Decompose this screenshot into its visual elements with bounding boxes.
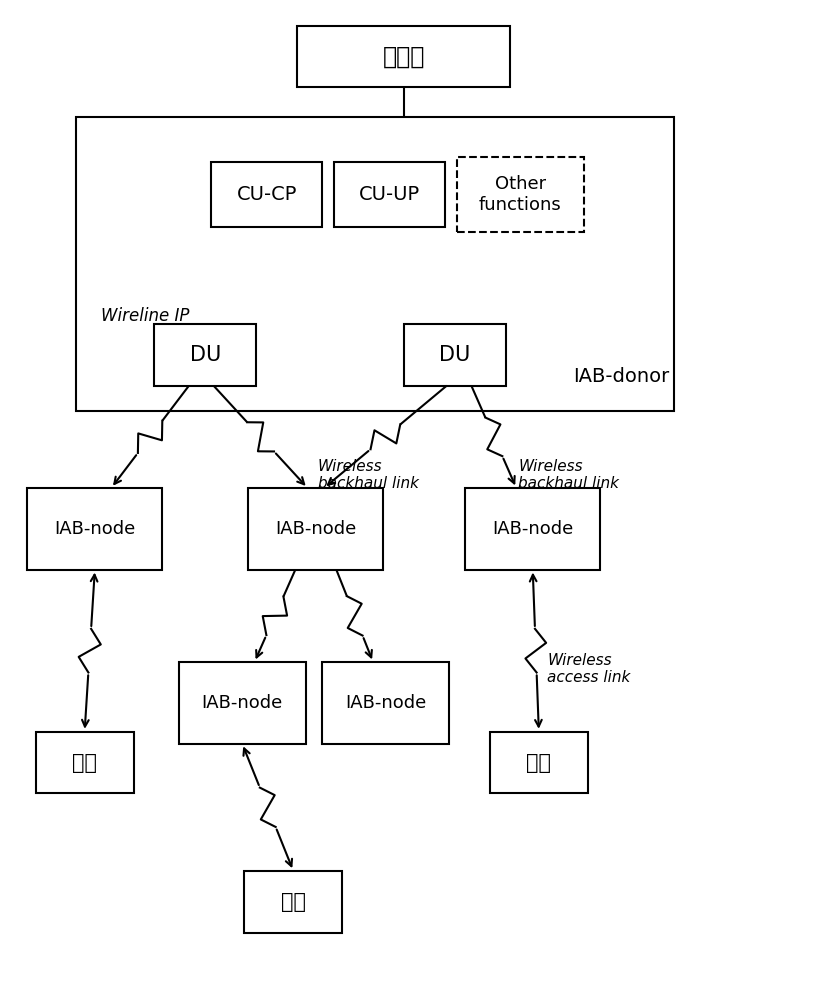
Ellipse shape bbox=[185, 257, 630, 310]
Ellipse shape bbox=[237, 213, 379, 297]
Bar bbox=[248, 488, 383, 570]
Bar bbox=[404, 324, 506, 386]
Text: 终端: 终端 bbox=[527, 753, 551, 773]
Text: 终端: 终端 bbox=[73, 753, 97, 773]
Text: CU-UP: CU-UP bbox=[359, 185, 420, 204]
Bar bbox=[489, 732, 588, 793]
Text: DU: DU bbox=[439, 345, 471, 365]
Text: 终端: 终端 bbox=[281, 892, 306, 912]
Text: CU-CP: CU-CP bbox=[236, 185, 297, 204]
Bar bbox=[154, 324, 256, 386]
Text: Wireless
backhaul link: Wireless backhaul link bbox=[318, 459, 419, 491]
Text: IAB-node: IAB-node bbox=[275, 520, 357, 538]
Bar bbox=[466, 488, 600, 570]
Text: IAB-node: IAB-node bbox=[202, 694, 283, 712]
Ellipse shape bbox=[455, 229, 602, 297]
Text: IAB-node: IAB-node bbox=[492, 520, 574, 538]
Ellipse shape bbox=[384, 211, 526, 295]
Bar bbox=[297, 26, 510, 87]
Text: IAB-node: IAB-node bbox=[344, 694, 426, 712]
Text: Wireless
access link: Wireless access link bbox=[547, 653, 630, 685]
Bar bbox=[27, 488, 162, 570]
Bar bbox=[244, 871, 343, 933]
Text: IAB-node: IAB-node bbox=[54, 520, 135, 538]
Bar bbox=[77, 117, 674, 410]
Bar bbox=[179, 662, 306, 744]
Ellipse shape bbox=[528, 248, 644, 300]
Bar bbox=[322, 662, 449, 744]
Text: Wireless
backhaul link: Wireless backhaul link bbox=[518, 459, 620, 491]
Text: Other
functions: Other functions bbox=[479, 175, 562, 214]
Bar bbox=[212, 162, 322, 227]
Ellipse shape bbox=[308, 205, 455, 295]
Bar bbox=[457, 157, 584, 232]
Text: Wireline IP: Wireline IP bbox=[101, 307, 190, 325]
Text: 核心网: 核心网 bbox=[382, 44, 425, 68]
Bar bbox=[335, 162, 445, 227]
Ellipse shape bbox=[180, 240, 311, 303]
Text: DU: DU bbox=[190, 345, 221, 365]
Bar bbox=[35, 732, 133, 793]
Text: IAB-donor: IAB-donor bbox=[574, 367, 670, 386]
